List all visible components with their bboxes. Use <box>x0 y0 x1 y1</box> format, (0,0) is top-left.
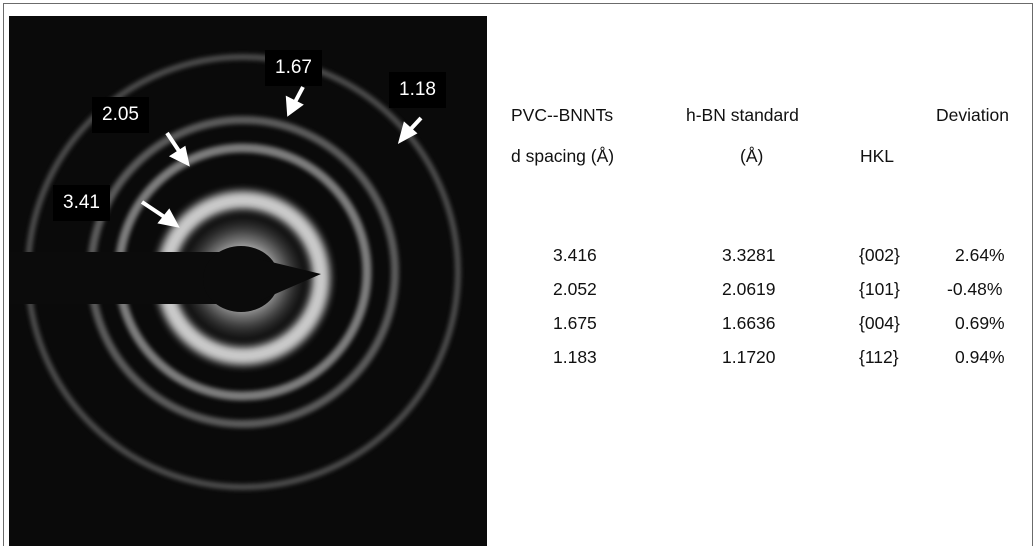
arrows <box>140 86 423 228</box>
ring-label-2-05: 2.05 <box>92 97 149 133</box>
diffraction-pattern-image: 3.41 2.05 1.67 1.18 <box>9 16 487 546</box>
beam-stop <box>9 246 321 312</box>
ring-label-1-18: 1.18 <box>389 72 446 108</box>
ring-label-3-41: 3.41 <box>53 185 110 221</box>
diffraction-rings-svg <box>9 54 461 490</box>
ring-label-1-67: 1.67 <box>265 50 322 86</box>
